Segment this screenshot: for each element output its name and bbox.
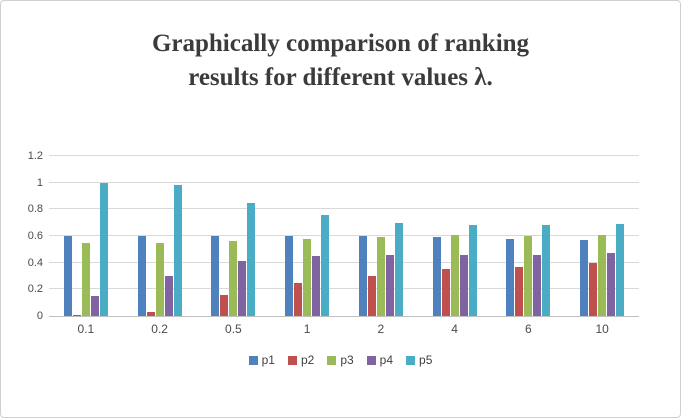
y-tick-label: 0: [36, 310, 43, 322]
legend-label: p2: [300, 353, 315, 367]
x-tick-label: 4: [451, 322, 458, 336]
legend-item-p1: p1: [248, 353, 275, 367]
bar-p2: [367, 276, 376, 316]
gridline: [49, 288, 639, 290]
x-tick-label: 6: [525, 322, 532, 336]
bar-p5: [616, 224, 625, 316]
bar-group: [565, 156, 639, 316]
x-tick-label: 0.5: [225, 322, 242, 336]
bar-p5: [468, 225, 477, 316]
y-tick-label: 0.8: [27, 203, 43, 216]
bar-p2: [589, 262, 598, 316]
bar-p5: [321, 214, 330, 316]
bar-p3: [450, 234, 459, 316]
bar-p4: [238, 261, 247, 316]
y-tick-label: 0.2: [27, 283, 43, 296]
bar-p3: [524, 236, 533, 316]
bar-p2: [294, 282, 303, 316]
y-tick-label: 1: [36, 176, 43, 189]
bar-group: [418, 156, 492, 316]
plot-area: [49, 155, 639, 317]
bar-p4: [385, 254, 394, 316]
bar-p4: [90, 296, 99, 316]
bar-p5: [99, 182, 108, 316]
legend: p1 p2 p3 p4 p5: [1, 353, 680, 367]
bar-p3: [598, 234, 607, 316]
legend-swatch-p1: [248, 355, 258, 365]
bar-group: [197, 156, 271, 316]
bar-p1: [358, 236, 367, 316]
gridline: [49, 235, 639, 236]
x-tick-label: 1: [303, 322, 311, 336]
y-tick-label: 0.6: [27, 230, 43, 242]
legend-label: p5: [419, 353, 433, 367]
legend-label: p1: [261, 353, 275, 367]
bar-p5: [542, 225, 551, 316]
bar-p4: [459, 254, 468, 316]
bar-p3: [303, 238, 312, 316]
gridline: [49, 208, 639, 210]
bar-p3: [81, 242, 90, 316]
bar-p2: [441, 269, 450, 316]
bar-p1: [137, 236, 146, 316]
x-axis: 0.1 0.2 0.5 1 2 4 6 10: [49, 322, 639, 336]
x-tick-label: 2: [377, 322, 385, 336]
legend-swatch-p5: [406, 355, 416, 365]
legend-swatch-p2: [287, 355, 297, 365]
bar-p1: [580, 240, 589, 316]
bar-p4: [607, 253, 616, 316]
y-axis: 0 0.2 0.4 0.6 0.8 1 1.2: [1, 150, 43, 322]
legend-item-p2: p2: [287, 353, 315, 367]
legend-item-p4: p4: [366, 353, 394, 367]
bar-group: [49, 156, 123, 316]
bar-p1: [211, 236, 220, 316]
bar-p3: [229, 241, 238, 316]
bar-p3: [155, 242, 164, 316]
bar-group: [344, 156, 418, 316]
legend-label: p3: [340, 353, 354, 367]
bar-group: [492, 156, 566, 316]
bar-p2: [146, 312, 155, 316]
bar-p1: [506, 238, 515, 316]
legend-swatch-p3: [327, 355, 337, 365]
bar-group: [270, 156, 344, 316]
legend-item-p3: p3: [327, 353, 354, 367]
bar-p2: [515, 266, 524, 316]
x-tick-label: 0.1: [77, 322, 95, 336]
legend-item-p5: p5: [406, 353, 432, 367]
bar-p1: [63, 236, 72, 316]
gridline: [49, 261, 639, 263]
bar-p1: [285, 236, 294, 316]
y-tick-label: 1.2: [27, 150, 43, 162]
x-tick-label: 10: [595, 322, 609, 336]
gridline: [49, 155, 639, 156]
bar-p1: [432, 237, 441, 316]
bar-p4: [312, 256, 321, 316]
bar-p4: [533, 254, 542, 316]
legend-label: p4: [379, 353, 394, 367]
bar-p5: [247, 202, 256, 316]
bar-p5: [173, 185, 182, 316]
bar-group: [123, 156, 197, 316]
bar-p4: [164, 276, 173, 316]
bar-p2: [220, 294, 229, 316]
bar-p2: [72, 314, 81, 316]
bar-p3: [376, 237, 385, 316]
bar-groups: [49, 156, 639, 316]
legend-swatch-p4: [366, 355, 376, 365]
bar-p5: [394, 222, 403, 316]
y-tick-label: 0.4: [27, 256, 43, 269]
x-tick-label: 0.2: [151, 322, 168, 336]
gridline: [49, 181, 639, 183]
chart-title: Graphically comparison of ranking result…: [151, 30, 530, 91]
